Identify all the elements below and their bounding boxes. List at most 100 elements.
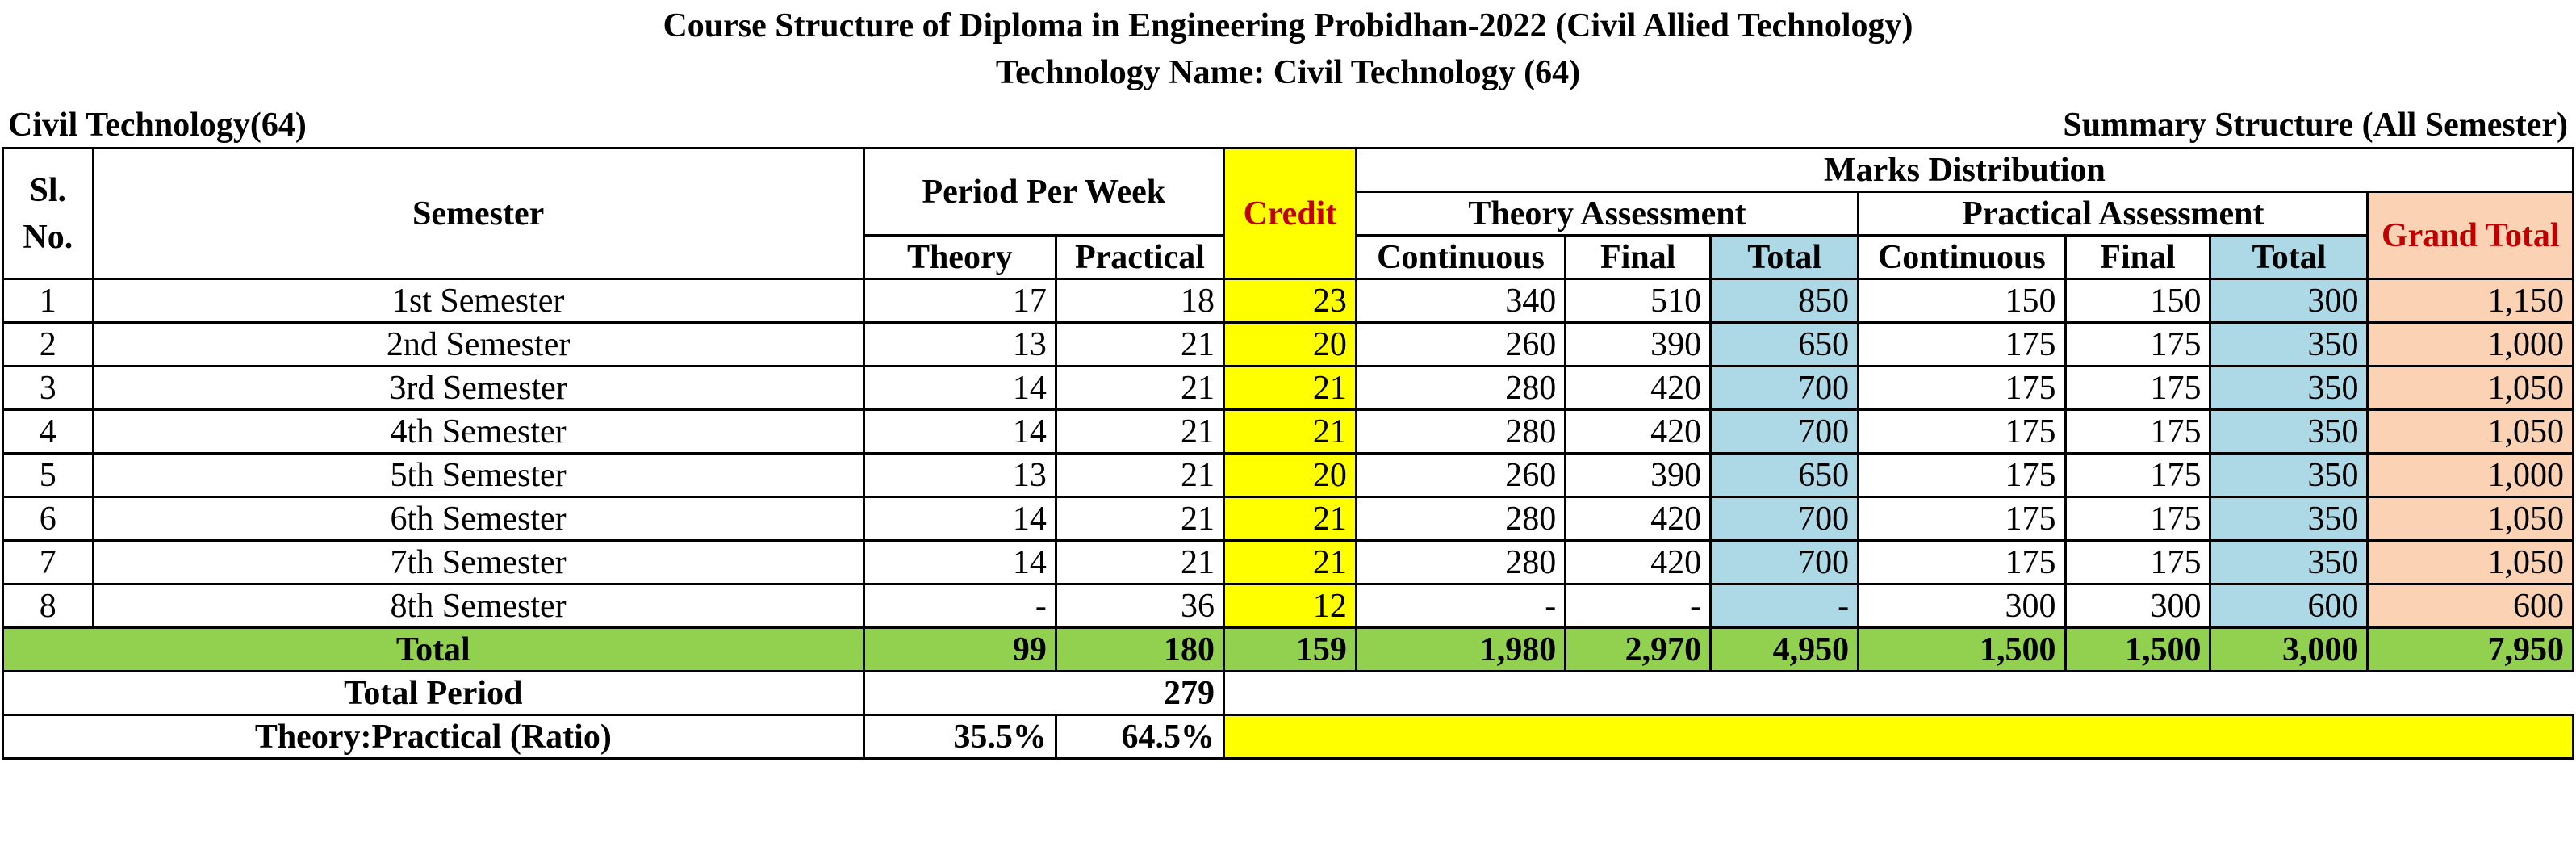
col-theory-final: Final xyxy=(1564,234,1712,280)
col-credit: Credit xyxy=(1222,147,1357,280)
theory-period-cell: 14 xyxy=(862,408,1057,455)
col-practical-total: Total xyxy=(2209,234,2369,280)
grand-total-cell: 1,150 xyxy=(2366,278,2574,324)
practical-final-cell: 150 xyxy=(2064,278,2212,324)
table-row: 5 5th Semester 13 21 20 260 390 650 175 … xyxy=(2,452,2574,498)
totals-theory-final: 2,970 xyxy=(1564,626,1712,672)
credit-cell: 20 xyxy=(1222,321,1357,367)
semester-cell: 4th Semester xyxy=(91,408,865,455)
theory-continuous-cell: - xyxy=(1354,583,1567,629)
ratio-highlight-band xyxy=(1222,714,2575,760)
credit-cell: 21 xyxy=(1222,365,1357,411)
totals-row: Total 99 180 159 1,980 2,970 4,950 1,500… xyxy=(2,626,2574,672)
col-marks-distribution: Marks Distribution xyxy=(1354,147,2575,193)
col-practical-assessment: Practical Assessment xyxy=(1857,191,2369,237)
totals-practical-continuous: 1,500 xyxy=(1857,626,2067,672)
document-subtitle: Technology Name: Civil Technology (64) xyxy=(995,54,1581,91)
practical-continuous-cell: 175 xyxy=(1857,496,2067,542)
table-row: 8 8th Semester - 36 12 - - - 300 300 600… xyxy=(2,583,2574,629)
theory-period-cell: 17 xyxy=(862,278,1057,324)
semester-cell: 6th Semester xyxy=(91,496,865,542)
col-sl-no: Sl. No. xyxy=(2,147,94,280)
practical-total-cell: 350 xyxy=(2209,539,2369,585)
theory-total-cell: 700 xyxy=(1709,408,1860,455)
totals-theory-total: 4,950 xyxy=(1709,626,1860,672)
credit-cell: 12 xyxy=(1222,583,1357,629)
practical-final-cell: 300 xyxy=(2064,583,2212,629)
theory-continuous-cell: 280 xyxy=(1354,365,1567,411)
table-row: 2 2nd Semester 13 21 20 260 390 650 175 … xyxy=(2,321,2574,367)
theory-continuous-cell: 280 xyxy=(1354,408,1567,455)
semester-cell: 3rd Semester xyxy=(91,365,865,411)
totals-practical: 180 xyxy=(1054,626,1225,672)
practical-period-cell: 21 xyxy=(1054,539,1225,585)
theory-final-cell: 420 xyxy=(1564,539,1712,585)
theory-continuous-cell: 260 xyxy=(1354,452,1567,498)
col-theory-total: Total xyxy=(1709,234,1860,280)
sl-cell: 7 xyxy=(2,539,94,585)
totals-theory-continuous: 1,980 xyxy=(1354,626,1567,672)
ratio-practical: 64.5% xyxy=(1054,714,1225,760)
sl-cell: 8 xyxy=(2,583,94,629)
grand-total-cell: 1,050 xyxy=(2366,408,2574,455)
ratio-row: Theory:Practical (Ratio) 35.5% 64.5% xyxy=(2,714,2575,760)
theory-continuous-cell: 280 xyxy=(1354,496,1567,542)
col-theory-continuous: Continuous xyxy=(1354,234,1567,280)
practical-final-cell: 175 xyxy=(2064,452,2212,498)
sl-cell: 5 xyxy=(2,452,94,498)
practical-continuous-cell: 175 xyxy=(1857,408,2067,455)
ratio-theory: 35.5% xyxy=(862,714,1057,760)
theory-continuous-cell: 340 xyxy=(1354,278,1567,324)
theory-total-cell: 700 xyxy=(1709,539,1860,585)
theory-period-cell: 13 xyxy=(862,452,1057,498)
theory-total-cell: 700 xyxy=(1709,496,1860,542)
practical-final-cell: 175 xyxy=(2064,365,2212,411)
theory-total-cell: 650 xyxy=(1709,452,1860,498)
table-row: 1 1st Semester 17 18 23 340 510 850 150 … xyxy=(2,278,2574,324)
totals-credit: 159 xyxy=(1222,626,1357,672)
totals-grand-total: 7,950 xyxy=(2366,626,2574,672)
practical-period-cell: 21 xyxy=(1054,321,1225,367)
sl-cell: 2 xyxy=(2,321,94,367)
practical-final-cell: 175 xyxy=(2064,321,2212,367)
table-row: 3 3rd Semester 14 21 21 280 420 700 175 … xyxy=(2,365,2574,411)
credit-cell: 23 xyxy=(1222,278,1357,324)
theory-period-cell: - xyxy=(862,583,1057,629)
theory-total-cell: 650 xyxy=(1709,321,1860,367)
practical-continuous-cell: 175 xyxy=(1857,321,2067,367)
grand-total-cell: 1,000 xyxy=(2366,321,2574,367)
sl-cell: 6 xyxy=(2,496,94,542)
practical-total-cell: 350 xyxy=(2209,321,2369,367)
credit-cell: 21 xyxy=(1222,539,1357,585)
credit-cell: 21 xyxy=(1222,496,1357,542)
total-period-row: Total Period 279 xyxy=(2,670,2574,716)
practical-period-cell: 21 xyxy=(1054,365,1225,411)
practical-period-cell: 36 xyxy=(1054,583,1225,629)
technology-label: Civil Technology(64) xyxy=(8,107,307,144)
practical-period-cell: 21 xyxy=(1054,452,1225,498)
theory-period-cell: 13 xyxy=(862,321,1057,367)
col-practical: Practical xyxy=(1054,234,1225,280)
totals-practical-total: 3,000 xyxy=(2209,626,2369,672)
theory-final-cell: 390 xyxy=(1564,321,1712,367)
table-row: 6 6th Semester 14 21 21 280 420 700 175 … xyxy=(2,496,2574,542)
practical-continuous-cell: 175 xyxy=(1857,539,2067,585)
col-period-per-week: Period Per Week xyxy=(862,147,1225,237)
document-title: Course Structure of Diploma in Engineeri… xyxy=(663,7,1913,44)
semester-cell: 8th Semester xyxy=(91,583,865,629)
table-row: 4 4th Semester 14 21 21 280 420 700 175 … xyxy=(2,408,2574,455)
practical-final-cell: 175 xyxy=(2064,408,2212,455)
theory-total-cell: 700 xyxy=(1709,365,1860,411)
grand-total-cell: 1,050 xyxy=(2366,365,2574,411)
theory-final-cell: - xyxy=(1564,583,1712,629)
semester-cell: 2nd Semester xyxy=(91,321,865,367)
grand-total-cell: 1,000 xyxy=(2366,452,2574,498)
semester-cell: 5th Semester xyxy=(91,452,865,498)
header-row-1: Sl. No. Semester Period Per Week Credit … xyxy=(2,147,2575,280)
summary-label: Summary Structure (All Semester) xyxy=(2063,107,2568,144)
col-practical-final: Final xyxy=(2064,234,2212,280)
practical-continuous-cell: 175 xyxy=(1857,452,2067,498)
total-period-blank xyxy=(1222,670,2574,715)
col-semester: Semester xyxy=(91,147,865,280)
sl-cell: 3 xyxy=(2,365,94,411)
